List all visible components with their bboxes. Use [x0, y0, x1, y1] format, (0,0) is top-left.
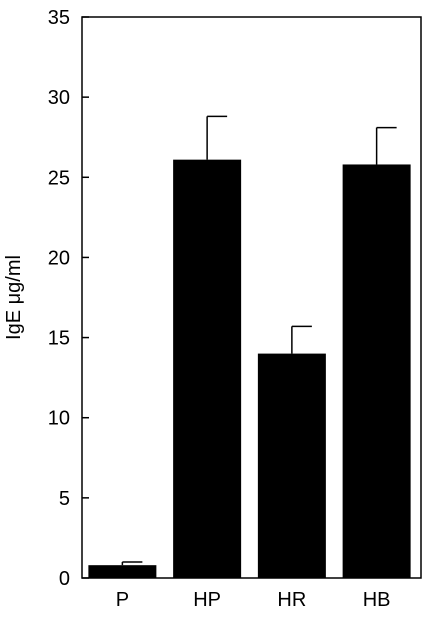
plot-area: [88, 115, 411, 578]
y-tick-label: 30: [48, 87, 70, 109]
x-tick-label: HR: [277, 589, 306, 611]
plot-frame: [81, 16, 422, 579]
y-tick-label: 10: [48, 408, 70, 430]
bar: [257, 353, 326, 578]
bar: [342, 164, 411, 578]
axes: 0 5 10 15 20 25 30 35 P HP HR HB: [48, 7, 422, 611]
y-tick-label: 35: [48, 7, 70, 29]
y-axis-title: IgE μg/ml: [3, 255, 25, 340]
x-tick-label: HB: [363, 589, 391, 611]
y-tick-label: 25: [48, 167, 70, 189]
y-tick-label: 0: [59, 568, 70, 590]
y-tick-label: 15: [48, 328, 70, 350]
bar: [173, 159, 242, 578]
x-tick-label: P: [116, 589, 129, 611]
y-tick-label: 5: [59, 488, 70, 510]
y-tick-label: 20: [48, 247, 70, 269]
x-tick-label: HP: [193, 589, 221, 611]
